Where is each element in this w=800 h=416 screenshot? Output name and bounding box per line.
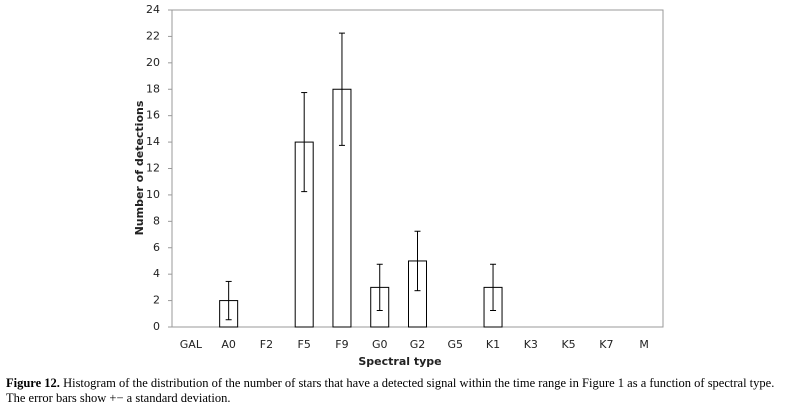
x-tick-label: G5 — [448, 338, 464, 351]
y-tick-label: 2 — [153, 294, 160, 307]
x-tick-label: F2 — [260, 338, 273, 351]
x-tick-label: K1 — [486, 338, 500, 351]
y-tick-label: 14 — [146, 135, 160, 148]
y-tick-label: 22 — [146, 29, 160, 42]
chart: Spectral type Number of detections 02468… — [133, 3, 664, 368]
y-tick-label: 12 — [146, 162, 160, 175]
x-tick-label: K5 — [561, 338, 575, 351]
y-tick-label: 8 — [153, 214, 160, 227]
y-tick-label: 0 — [153, 320, 160, 333]
caption: Figure 12. Histogram of the distribution… — [6, 376, 794, 406]
x-tick-label: G2 — [410, 338, 426, 351]
x-tick-label: F5 — [298, 338, 311, 351]
y-tick-label: 6 — [153, 241, 160, 254]
caption-text: Histogram of the distribution of the num… — [6, 376, 775, 405]
y-tick-label: 18 — [146, 82, 160, 95]
y-tick-label: 16 — [146, 109, 160, 122]
y-tick-label: 4 — [153, 267, 160, 280]
y-tick-label: 10 — [146, 188, 160, 201]
x-axis-label: Spectral type — [358, 355, 441, 368]
x-tick-label: G0 — [372, 338, 388, 351]
x-tick-label: K3 — [524, 338, 538, 351]
x-tick-label: GAL — [180, 338, 203, 351]
y-tick-label: 24 — [146, 3, 160, 16]
x-tick-label: K7 — [599, 338, 613, 351]
caption-label: Figure 12. — [6, 376, 60, 390]
y-axis-label: Number of detections — [133, 100, 146, 235]
x-tick-label: F9 — [335, 338, 348, 351]
x-tick-label: M — [639, 338, 649, 351]
x-tick-label: A0 — [221, 338, 236, 351]
y-tick-label: 20 — [146, 56, 160, 69]
